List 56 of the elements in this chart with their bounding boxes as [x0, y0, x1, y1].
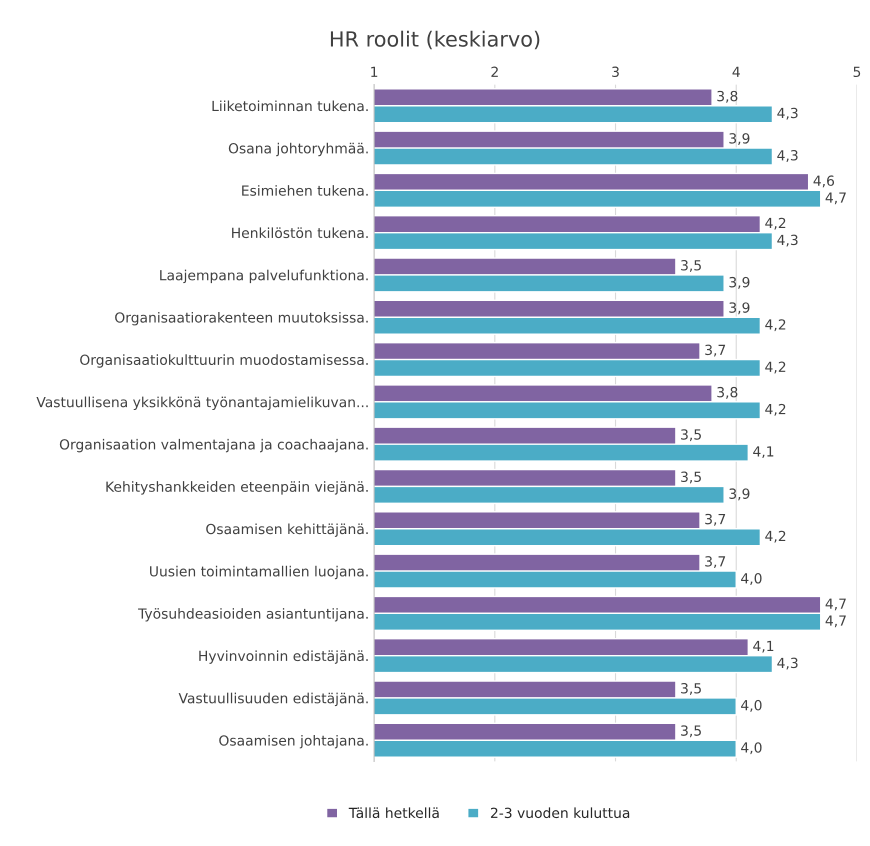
y-tick-label: Vastuullisena yksikkönä työnantajamielikuvan... [36, 396, 368, 410]
y-tick-label: Kehityshankkeiden eteenpäin viejänä. [106, 481, 368, 495]
data-label: 4,2 [765, 362, 786, 374]
data-label: 4,7 [826, 598, 846, 610]
data-label: 4,0 [741, 573, 762, 585]
data-label: 4,2 [765, 404, 786, 416]
data-label: 3,5 [681, 472, 701, 484]
legend-label: Tällä hetkellä [348, 807, 439, 818]
data-label: 3,5 [681, 429, 701, 442]
data-label: 3,7 [705, 514, 726, 526]
y-tick-label: Esimiehen tukena. [242, 185, 368, 196]
data-label: 4,3 [777, 108, 798, 120]
legend-label: 2-3 vuoden kuluttua [490, 807, 630, 818]
y-tick-label: Hyvinvoinnin edistäjänä. [199, 650, 368, 664]
data-label: 3,7 [705, 556, 726, 568]
data-label: 4,1 [753, 446, 774, 458]
data-label: 4,3 [777, 658, 798, 670]
data-label: 3,8 [717, 386, 738, 399]
data-label: 4,0 [741, 742, 762, 754]
y-tick-label: Laajempana palvelufunktiona. [160, 270, 368, 284]
data-label: 3,7 [705, 344, 726, 357]
y-tick-label: Liiketoiminnan tukena. [212, 100, 368, 112]
data-label: 4,2 [765, 218, 786, 230]
data-label: 3,9 [729, 133, 750, 146]
x-tick-label: 1 [371, 66, 378, 77]
data-label: 4,7 [826, 192, 846, 204]
data-label: 4,7 [826, 616, 846, 628]
data-label: 4,1 [753, 640, 774, 653]
data-label: 4,2 [765, 319, 786, 332]
x-tick-label: 3 [612, 66, 619, 78]
y-tick-label: Osana johtoryhmää. [228, 142, 368, 156]
y-tick-label: Osaamisen johtajana. [219, 734, 368, 748]
data-label: 4,3 [777, 234, 798, 247]
data-label: 3,9 [729, 488, 750, 500]
y-tick-label: Osaamisen kehittäjänä. [206, 523, 368, 537]
data-label: 3,8 [717, 90, 738, 103]
y-tick-label: Organisaatiorakenteen muutoksissa. [115, 312, 368, 326]
data-label: 3,9 [729, 302, 750, 314]
data-label: 3,5 [681, 683, 701, 695]
data-label: 4,3 [777, 150, 798, 162]
data-label: 4,2 [765, 530, 786, 543]
y-tick-label: Organisaatiokulttuurin muodostamisessa. [80, 354, 368, 368]
data-label: 3,9 [729, 276, 750, 289]
x-tick-label: 2 [491, 66, 498, 77]
chart-title: HR roolit (keskiarvo) [330, 30, 540, 50]
data-label: 4,0 [741, 700, 762, 712]
x-tick-label: 4 [732, 66, 740, 77]
data-label: 3,5 [681, 260, 701, 272]
y-tick-label: Organisaation valmentajana ja coachaajana. [60, 438, 368, 452]
y-tick-label: Työsuhdeasioiden asiantuntijana. [138, 608, 368, 622]
x-tick-label: 5 [854, 66, 860, 78]
data-label: 3,5 [681, 725, 701, 738]
y-tick-label: Vastuullisuuden edistäjänä. [178, 692, 368, 706]
y-tick-label: Henkilöstön tukena. [232, 227, 368, 238]
y-tick-label: Uusien toimintamallien luojana. [150, 566, 368, 580]
data-label: 4,6 [814, 175, 834, 188]
